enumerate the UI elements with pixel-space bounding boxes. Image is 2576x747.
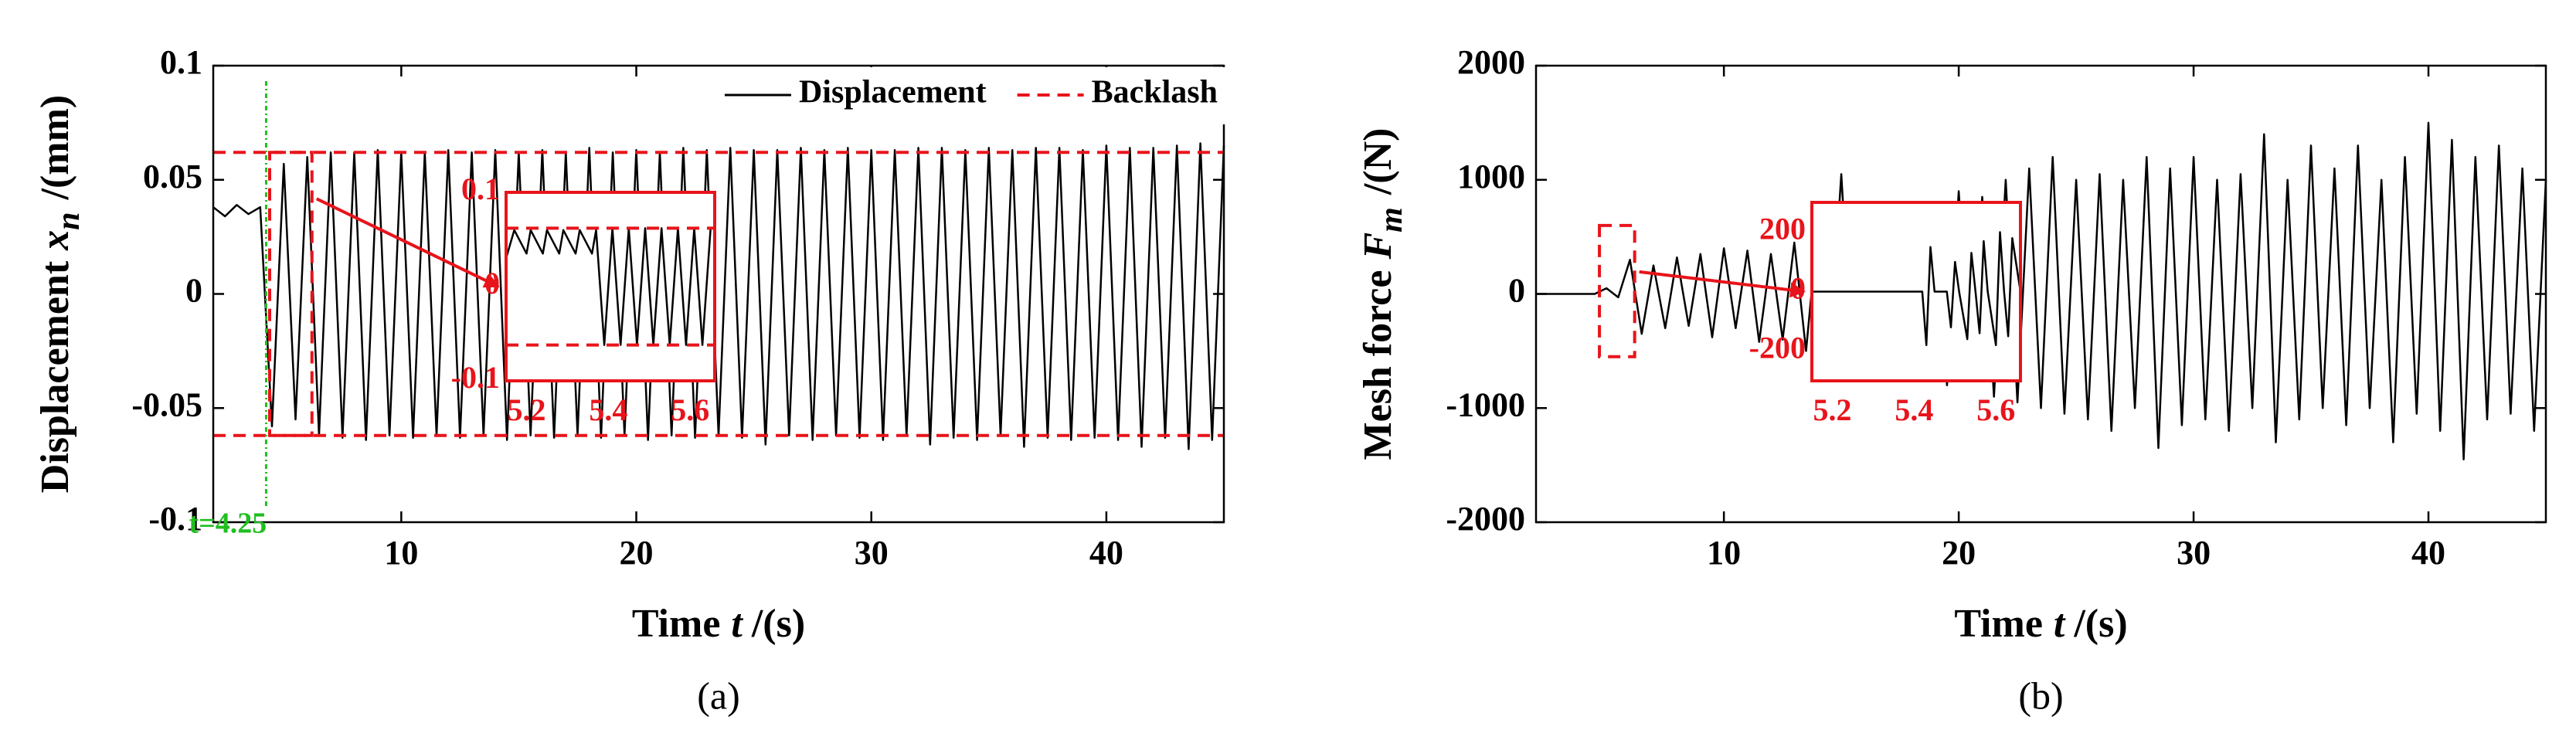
inset-y-tick-label: -0.1 — [451, 360, 500, 395]
y-tick-label: 0.05 — [143, 158, 202, 195]
inset-frame — [1810, 201, 2022, 382]
y-tick-label: 0.1 — [160, 43, 202, 81]
legend-label: Displacement — [799, 75, 987, 110]
signal-line — [505, 227, 712, 346]
x-label-text: Time — [1954, 602, 2043, 646]
x-axis-label: Time t/(s) — [632, 602, 805, 646]
x-label-var: t — [731, 602, 743, 646]
x-label-unit: /(s) — [2073, 602, 2127, 646]
inset-x-tick-label: 5.2 — [1813, 392, 1851, 427]
y-tick-label: -0.05 — [131, 385, 202, 423]
axes-frame — [212, 64, 1225, 524]
zoom-box — [1598, 223, 1636, 358]
zoom-arrow — [1639, 270, 1806, 298]
caption: (a) — [697, 674, 740, 717]
y-label-unit: /(N) — [1356, 128, 1400, 196]
x-tick-label: 20 — [620, 534, 654, 572]
signal-line — [212, 142, 1225, 450]
y-tick-label: -1000 — [1446, 385, 1525, 423]
legend-box — [716, 67, 1247, 124]
x-tick-label: 40 — [2411, 534, 2445, 572]
signal-line — [1812, 231, 2022, 347]
y-tick-label: 1000 — [1457, 158, 1525, 195]
inset-y-tick-label: 0 — [1790, 271, 1806, 306]
y-tick-label: 0 — [185, 272, 202, 310]
axes-frame — [1534, 64, 2547, 524]
y-axis-label: Displacement xn /(mm) — [33, 95, 87, 493]
y-label-var: x — [33, 230, 77, 251]
x-tick-label: 10 — [384, 534, 418, 572]
y-label-text: Mesh force — [1356, 270, 1400, 460]
inset-background — [506, 192, 715, 381]
inset-y-tick-label: 0.1 — [461, 171, 500, 206]
annotation: t=4.25 — [189, 508, 267, 540]
x-label-unit: /(s) — [751, 602, 805, 646]
legend-label: Backlash — [1092, 75, 1218, 110]
y-label-sub: n — [51, 212, 87, 229]
inset-x-tick-label: 5.2 — [507, 392, 545, 427]
inset-y-tick-label: 200 — [1759, 212, 1806, 246]
inset-frame — [505, 191, 716, 382]
x-label-var: t — [2054, 602, 2066, 646]
x-label-text: Time — [632, 602, 721, 646]
inset-x-tick-label: 5.6 — [1976, 392, 2015, 427]
x-tick-label: 10 — [1707, 534, 1741, 572]
x-axis-label: Time t/(s) — [1954, 602, 2127, 646]
y-label-unit: /(mm) — [33, 95, 77, 201]
y-tick-label: 2000 — [1457, 43, 1525, 81]
x-tick-label: 40 — [1089, 534, 1123, 572]
inset-y-tick-label: -200 — [1749, 331, 1806, 365]
signal-line — [1536, 121, 2547, 460]
x-tick-label: 20 — [1942, 534, 1976, 572]
y-tick-label: -2000 — [1446, 500, 1525, 538]
caption: (b) — [2018, 674, 2063, 717]
x-tick-label: 30 — [2177, 534, 2211, 572]
zoom-box — [268, 151, 314, 437]
x-tick-label: 30 — [855, 534, 889, 572]
y-axis-label: Mesh force Fm /(N) — [1356, 128, 1409, 460]
backlash-line — [213, 151, 1224, 437]
inset-x-tick-label: 5.4 — [1895, 392, 1933, 427]
y-label-text: Displacement — [33, 260, 77, 493]
y-label-var: F — [1356, 233, 1400, 260]
inset-x-tick-label: 5.4 — [589, 392, 627, 427]
zoom-arrow — [315, 197, 500, 288]
inset-x-tick-label: 5.6 — [671, 392, 709, 427]
y-tick-label: -0.1 — [148, 500, 202, 538]
y-tick-label: 0 — [1508, 272, 1525, 310]
y-label-sub: m — [1374, 207, 1409, 233]
backlash-line — [506, 226, 715, 347]
